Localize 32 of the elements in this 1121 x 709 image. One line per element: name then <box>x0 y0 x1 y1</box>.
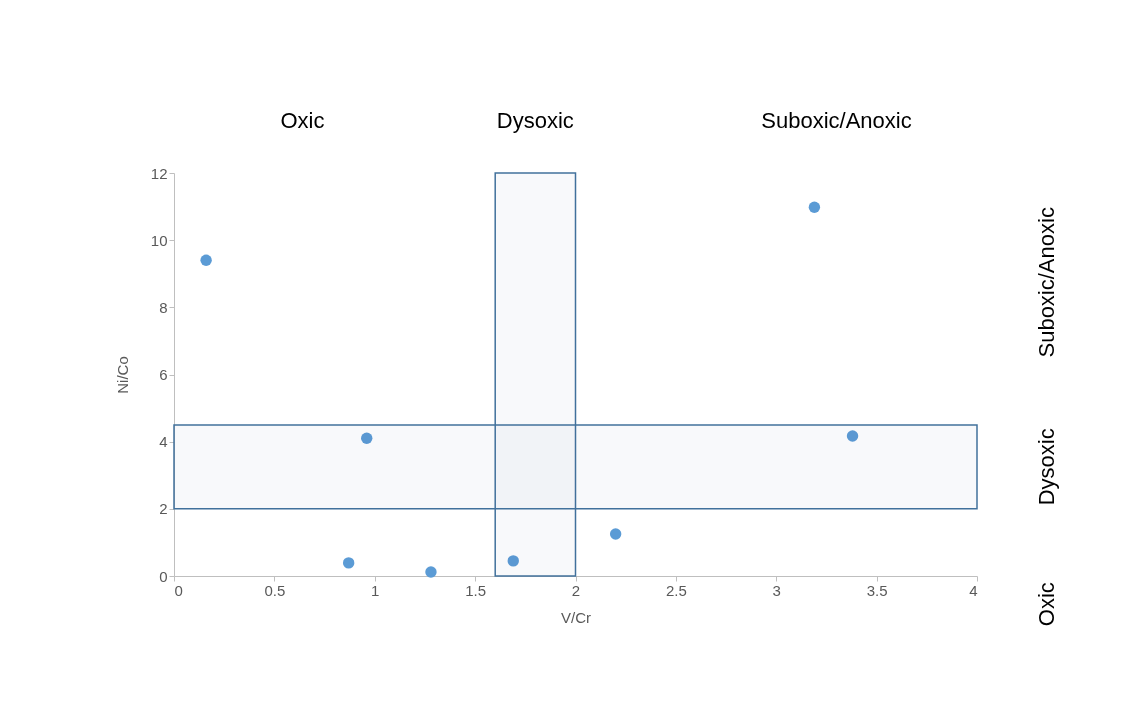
y-axis-title: Ni/Co <box>113 356 131 394</box>
point <box>507 555 519 567</box>
x-tick-label: 1.5 <box>465 581 487 599</box>
text: Oxic <box>1034 582 1059 627</box>
x-tick-label: 0.5 <box>264 581 286 599</box>
point <box>425 566 437 578</box>
y-tick-label: 8 <box>159 298 168 316</box>
point <box>361 432 373 444</box>
point <box>609 528 622 540</box>
y-tick-label: 2 <box>159 500 168 518</box>
x-tick-label: 0 <box>174 581 183 599</box>
x-axis-title: V/Cr <box>561 608 591 626</box>
y-tick-label: 0 <box>159 567 168 585</box>
y-tick-label: 10 <box>150 231 168 249</box>
x-tick-label: 4 <box>969 581 978 599</box>
x-tick-label: 3 <box>772 581 781 599</box>
y-tick-label: 6 <box>159 366 168 383</box>
point <box>200 254 212 267</box>
point <box>808 201 821 213</box>
band-label: Dysoxic <box>1034 428 1059 506</box>
x-tick-label: 3.5 <box>866 581 888 599</box>
text: Oxic <box>280 108 325 133</box>
text: Suboxic/Anoxic <box>761 108 912 133</box>
band-label: Dysoxic <box>496 108 574 133</box>
point <box>846 430 859 442</box>
x-tick-label: 2.5 <box>665 581 687 599</box>
y-tick-label: 4 <box>159 433 168 451</box>
y-tick-label: 12 <box>150 164 168 182</box>
x-tick-label: 1 <box>371 581 380 599</box>
text: Suboxic/Anoxic <box>1034 207 1059 358</box>
point <box>342 557 355 569</box>
x-tick-label: 2 <box>571 581 581 599</box>
